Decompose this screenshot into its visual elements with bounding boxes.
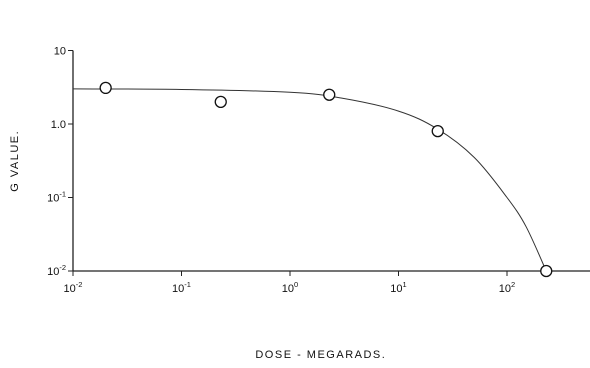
data-point-marker xyxy=(323,88,336,101)
y-tick-label: 10-1 xyxy=(47,190,66,205)
x-tick-label: 10-1 xyxy=(172,280,191,295)
fit-curve xyxy=(72,88,547,272)
x-tick-label: 10-2 xyxy=(64,280,83,295)
plot-area: 10-2 10-1 100 101 102 10-2 10-1 1.0 10 xyxy=(47,46,590,296)
y-tick-label: 10-2 xyxy=(47,263,66,278)
data-point-marker xyxy=(540,264,553,278)
y-tick-label: 10 xyxy=(54,46,66,58)
data-point-marker xyxy=(99,81,112,95)
x-tick-label: 100 xyxy=(282,280,298,295)
x-tick-label: 102 xyxy=(499,280,515,295)
data-points xyxy=(99,81,553,278)
data-point-marker xyxy=(431,124,444,138)
y-tick-label: 1.0 xyxy=(51,119,66,131)
ticks: 10-2 10-1 100 101 102 10-2 10-1 1.0 10 xyxy=(47,46,515,296)
x-axis-label: DOSE - MEGARADS. xyxy=(255,349,386,361)
y-axis-label: G VALUE. xyxy=(9,130,21,192)
data-point-marker xyxy=(214,95,227,109)
x-tick-label: 101 xyxy=(390,280,406,295)
